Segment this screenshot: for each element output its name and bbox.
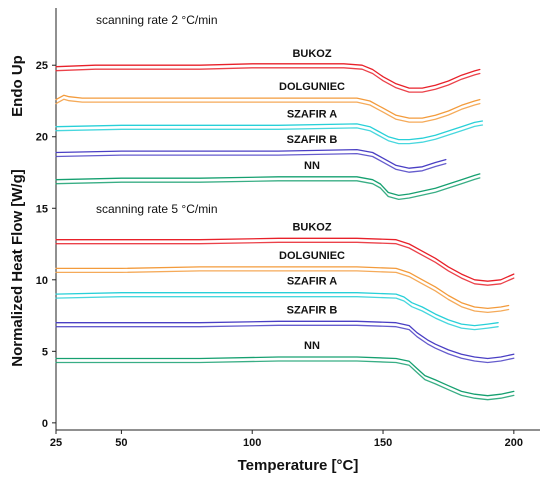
series-line-bukoz-trace	[55, 67, 481, 93]
series-line-szafir-a	[55, 120, 484, 141]
series-label-nn: NN	[304, 340, 320, 352]
series-label-bukoz: BUKOZ	[292, 48, 331, 60]
series-label-szafir-b: SZAFIR B	[287, 134, 338, 146]
series-line-nn	[55, 356, 515, 397]
series-line-szafir-b-trace	[55, 324, 515, 364]
x-tick-label: 100	[243, 437, 261, 449]
series-label-dolguniec: DOLGUNIEC	[279, 250, 345, 262]
axes	[55, 8, 540, 431]
series-line-szafir-b	[55, 148, 447, 169]
x-tick-label: 50	[115, 437, 127, 449]
series-label-szafir-a: SZAFIR A	[287, 108, 337, 120]
annotation-rate-2: scanning rate 2 °C/min	[96, 13, 218, 27]
y-tick-label: 0	[42, 418, 48, 430]
series-line-szafir-a-trace	[55, 296, 499, 331]
curves	[55, 63, 515, 401]
series-label-bukoz: BUKOZ	[292, 221, 331, 233]
x-tick-label: 200	[505, 437, 523, 449]
y-tick-label: 25	[36, 60, 48, 72]
series-line-bukoz-trace	[55, 241, 515, 286]
series-line-dolguniec-trace	[55, 270, 510, 314]
series-line-szafir-b	[55, 320, 515, 360]
series-line-bukoz	[55, 237, 515, 282]
y-tick-label: 10	[36, 275, 48, 287]
x-tick-label: 150	[374, 437, 392, 449]
x-tick-label: 25	[50, 437, 62, 449]
labels: BUKOZ DOLGUNIEC SZAFIR A SZAFIR B NN BUKOZ DOL…	[279, 48, 345, 352]
y-tick-label: 5	[42, 346, 48, 358]
series-line-nn-trace	[55, 360, 515, 401]
series-line-szafir-b-trace	[55, 152, 447, 173]
series-label-dolguniec: DOLGUNIEC	[279, 81, 345, 93]
series-line-szafir-a	[55, 292, 499, 327]
ticks: 25 50 100 150 200 0 5 10 15 20 25	[36, 60, 523, 449]
series-line-nn	[55, 173, 481, 197]
y-tick-label: 15	[36, 203, 48, 215]
x-axis-title: Temperature [°C]	[238, 457, 359, 474]
series-line-dolguniec-trace	[55, 98, 481, 123]
series-label-szafir-a: SZAFIR A	[287, 276, 337, 288]
y-axis-secondary-title: Endo Up	[9, 55, 26, 117]
series-line-szafir-a-trace	[55, 124, 484, 145]
series-label-szafir-b: SZAFIR B	[287, 304, 338, 316]
series-label-nn: NN	[304, 160, 320, 172]
y-axis-title: Normalized Heat Flow [W/g]	[9, 169, 26, 367]
annotation-rate-5: scanning rate 5 °C/min	[96, 202, 218, 216]
series-line-dolguniec	[55, 266, 510, 310]
series-line-dolguniec	[55, 94, 481, 119]
series-line-bukoz	[55, 63, 481, 89]
series-line-nn-trace	[55, 177, 481, 201]
y-tick-label: 20	[36, 132, 48, 144]
